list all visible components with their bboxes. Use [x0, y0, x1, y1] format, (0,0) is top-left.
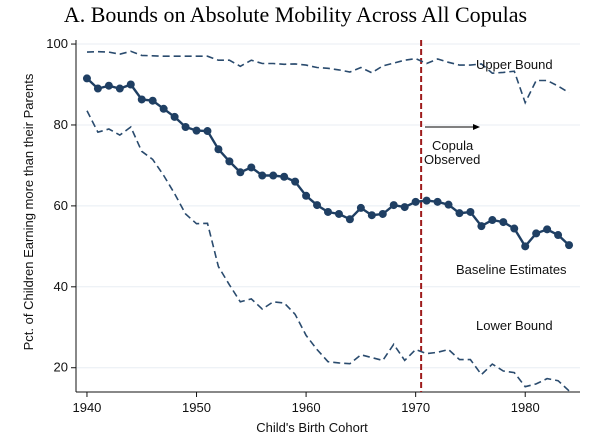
copula-arrow-head — [473, 124, 480, 130]
baseline-estimates-point — [554, 231, 563, 240]
baseline-estimates-point — [444, 200, 453, 209]
baseline-estimates-point — [247, 163, 256, 172]
baseline-estimates-point — [488, 216, 497, 225]
y-tick-label: 20 — [54, 360, 68, 375]
baseline-estimates-point — [400, 203, 409, 212]
baseline-estimates-point — [126, 80, 135, 89]
baseline-estimates-point — [225, 157, 234, 166]
x-tick-label: 1970 — [401, 400, 430, 415]
baseline-estimates-point — [214, 145, 223, 154]
baseline-estimates-point — [499, 218, 508, 227]
baseline-estimates-point — [543, 225, 552, 234]
series-layer — [82, 40, 574, 392]
upper-bound-label: Upper Bound — [476, 57, 553, 72]
baseline-estimates-point — [389, 201, 398, 210]
baseline-estimates-point — [345, 215, 354, 224]
baseline-estimates-point — [137, 95, 146, 104]
observed-label: Observed — [424, 152, 480, 167]
baseline-estimates-point — [411, 197, 420, 206]
baseline-estimates-point — [170, 112, 179, 121]
baseline-estimates-point — [82, 74, 91, 83]
baseline-estimates-point — [532, 229, 541, 238]
chart-title: A. Bounds on Absolute Mobility Across Al… — [63, 2, 528, 27]
y-tick-label: 100 — [46, 36, 68, 51]
lower-bound-label: Lower Bound — [476, 318, 553, 333]
baseline-estimates-point — [280, 172, 289, 181]
axes-layer: 20 40 60 80 100 1940 1950 1960 1970 1980 — [46, 36, 580, 415]
baseline-estimates-point — [181, 122, 190, 131]
baseline-estimates-point — [521, 242, 530, 251]
baseline-estimates-point — [510, 224, 519, 233]
x-tick-label: 1960 — [292, 400, 321, 415]
baseline-estimates-point — [378, 209, 387, 218]
baseline-estimates-point — [334, 209, 343, 218]
x-tick-label: 1950 — [182, 400, 211, 415]
baseline-estimates-point — [565, 241, 574, 250]
baseline-estimates-point — [324, 207, 332, 216]
annotation-layer: Upper Bound Baseline Estimates Lower Bou… — [424, 57, 567, 333]
baseline-estimates-point — [104, 81, 113, 90]
y-tick-label: 60 — [54, 198, 68, 213]
baseline-estimates-point — [203, 127, 212, 136]
baseline-estimates-point — [258, 171, 267, 180]
baseline-estimates-point — [302, 191, 311, 200]
baseline-estimates-point — [192, 126, 201, 135]
baseline-estimates-point — [367, 211, 376, 220]
y-tick-label: 80 — [54, 117, 68, 132]
upper-bound-line — [86, 50, 570, 105]
y-tick-label: 40 — [54, 279, 68, 294]
baseline-estimates-point — [115, 84, 124, 93]
x-tick-label: 1940 — [72, 400, 101, 415]
baseline-estimates-point — [422, 196, 431, 205]
baseline-estimates-point — [466, 207, 475, 216]
baseline-estimates-point — [477, 222, 486, 231]
baseline-label: Baseline Estimates — [456, 262, 567, 277]
baseline-estimates-point — [148, 96, 157, 105]
baseline-estimates-point — [433, 197, 442, 206]
x-tick-label: 1980 — [511, 400, 540, 415]
lower-bound-line — [86, 110, 570, 392]
baseline-estimates-point — [291, 177, 300, 186]
x-axis-title: Child's Birth Cohort — [256, 420, 368, 435]
baseline-estimates-line — [86, 77, 570, 249]
baseline-estimates-point — [93, 84, 102, 93]
copula-label: Copula — [432, 138, 474, 153]
baseline-estimates-point — [269, 171, 278, 180]
grid-layer — [76, 43, 580, 369]
baseline-estimates-point — [313, 201, 322, 210]
baseline-estimates-point — [455, 209, 464, 218]
baseline-estimates-point — [356, 203, 365, 212]
baseline-estimates-point — [236, 168, 245, 177]
baseline-estimates-point — [159, 104, 168, 113]
y-axis-title: Pct. of Children Earning more than their… — [21, 73, 36, 350]
